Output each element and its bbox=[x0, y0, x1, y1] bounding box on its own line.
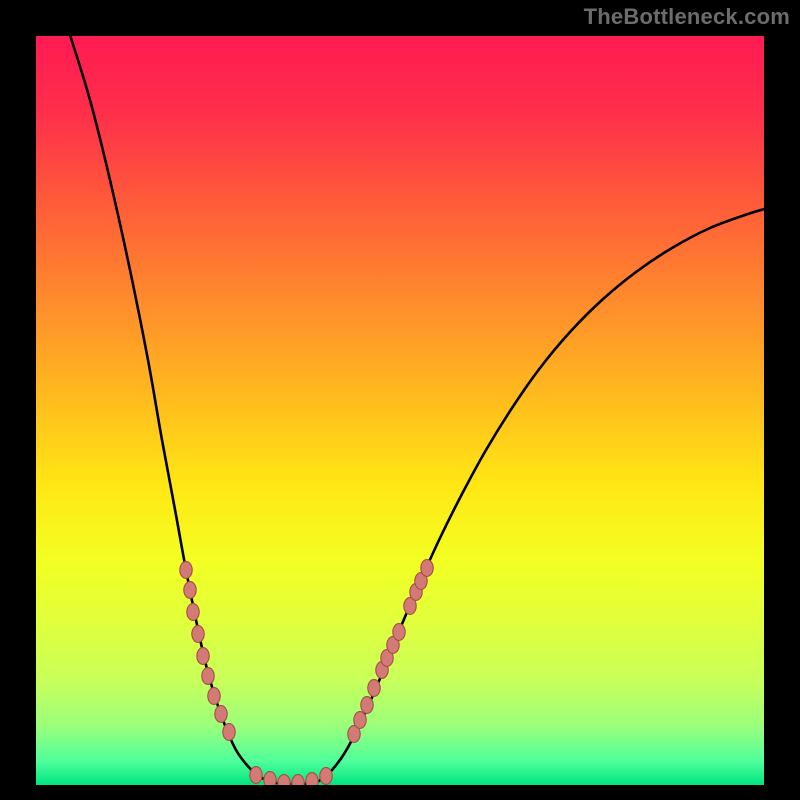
marker-left bbox=[202, 668, 214, 685]
marker-bottom bbox=[278, 775, 290, 792]
marker-right bbox=[368, 680, 380, 697]
chart-root: TheBottleneck.com bbox=[0, 0, 800, 800]
marker-left bbox=[223, 724, 235, 741]
marker-bottom bbox=[306, 773, 318, 790]
marker-left bbox=[215, 706, 227, 723]
marker-right bbox=[421, 560, 433, 577]
marker-bottom bbox=[250, 767, 262, 784]
bottleneck-curve bbox=[70, 35, 768, 784]
marker-bottom bbox=[292, 775, 304, 792]
marker-left bbox=[187, 604, 199, 621]
watermark-text: TheBottleneck.com bbox=[584, 4, 790, 30]
marker-bottom bbox=[264, 772, 276, 789]
marker-left bbox=[184, 582, 196, 599]
marker-left bbox=[197, 648, 209, 665]
marker-left bbox=[192, 626, 204, 643]
marker-right bbox=[361, 697, 373, 714]
marker-left bbox=[208, 688, 220, 705]
marker-left bbox=[180, 562, 192, 579]
marker-right bbox=[393, 624, 405, 641]
marker-bottom bbox=[320, 768, 332, 785]
chart-svg-overlay bbox=[0, 0, 800, 800]
marker-right bbox=[354, 712, 366, 729]
